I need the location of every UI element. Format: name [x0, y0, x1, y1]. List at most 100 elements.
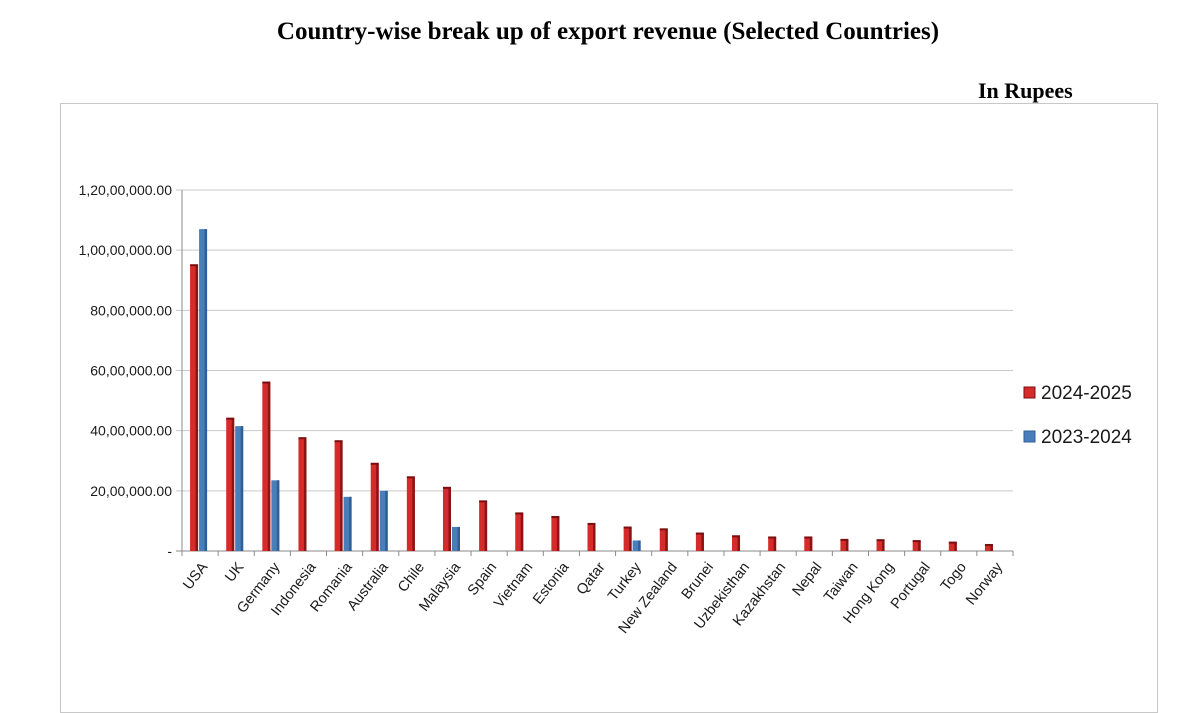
bar-body	[659, 529, 668, 551]
bar-body	[379, 490, 388, 551]
bar-shade	[231, 418, 235, 551]
bar-shade	[773, 537, 777, 551]
unit-note: In Rupees	[978, 78, 1073, 103]
bar-2024-2025	[623, 526, 632, 551]
bar-shade	[385, 490, 388, 551]
bar-body	[226, 418, 235, 551]
legend-label: 2023-2024	[1041, 427, 1132, 448]
bar-body	[984, 544, 993, 551]
bar-shade	[195, 265, 199, 551]
bar-shade	[990, 544, 993, 551]
bar-shade	[349, 496, 352, 551]
bar-shade	[809, 537, 813, 551]
bar-2024-2025	[948, 541, 957, 551]
bar-shade	[303, 438, 307, 551]
bar-cap	[695, 532, 704, 535]
y-axis-ticks: - 20,00,000.00 40,00,000.00 60,00,000.00 80,…	[79, 182, 173, 559]
bar-2024-2025	[876, 539, 885, 551]
bar-shade	[882, 540, 885, 551]
bar-cap	[948, 541, 957, 544]
bar-2024-2025	[768, 536, 777, 551]
bar-body	[442, 487, 451, 551]
bar-cap	[298, 437, 307, 440]
bar-cap	[623, 526, 632, 529]
bar-shade	[638, 540, 641, 551]
x-category-label: Spain	[465, 560, 500, 599]
bar-shade	[204, 229, 208, 551]
bar-body	[804, 537, 813, 551]
bar-cap	[190, 264, 199, 267]
bar-2023-2024	[451, 526, 460, 551]
x-category-label: Norway	[963, 559, 1006, 608]
bar-shade	[340, 441, 343, 551]
bar-shade	[593, 523, 596, 551]
bar-body	[732, 536, 741, 551]
bar-body	[768, 537, 777, 551]
bar-2023-2024	[199, 229, 208, 551]
bar-cap	[587, 522, 596, 525]
bar-2024-2025	[334, 440, 343, 551]
bar-2024-2025	[442, 486, 451, 551]
bar-2024-2025	[659, 528, 668, 551]
bar-shade	[412, 477, 415, 551]
bar-cap	[515, 512, 524, 515]
bar-cap	[406, 476, 415, 479]
y-tick-label: 1,00,00,000.00	[79, 242, 173, 258]
x-category-label: Vietnam	[491, 560, 536, 612]
bar-body	[334, 441, 343, 551]
bar-shade	[918, 541, 921, 551]
bar-cap	[768, 536, 777, 539]
legend-item: 2024-2025	[1023, 383, 1132, 404]
bar-cap	[840, 538, 849, 541]
bar-cap	[804, 536, 813, 539]
bar-body	[479, 501, 488, 551]
bar-shade	[267, 382, 271, 551]
bar-2024-2025	[912, 540, 921, 551]
bar-2024-2025	[840, 538, 849, 551]
bar-2024-2025	[551, 516, 560, 551]
bar-body	[451, 526, 460, 551]
bar-2024-2025	[370, 462, 379, 551]
bar-cap	[334, 440, 343, 443]
x-category-label: UK	[222, 559, 247, 585]
bar-cap	[732, 535, 741, 538]
bar-body	[235, 426, 244, 551]
bar-body	[632, 540, 641, 551]
bar-body	[912, 541, 921, 551]
bar-body	[551, 517, 560, 551]
bar-2023-2024	[632, 540, 641, 551]
bar-cap	[912, 540, 921, 543]
y-tick-label: -	[167, 543, 172, 559]
y-tick-label: 40,00,000.00	[90, 423, 172, 439]
bar-cap	[262, 381, 271, 384]
bar-2024-2025	[984, 543, 993, 551]
bar-2024-2025	[587, 522, 596, 551]
bar-body	[406, 477, 415, 551]
bar-body	[623, 527, 632, 551]
bar-2023-2024	[271, 480, 280, 551]
bar-2024-2025	[479, 500, 488, 551]
x-category-label: USA	[180, 559, 211, 593]
bar-body	[271, 480, 280, 551]
bar-shade	[276, 480, 280, 551]
bar-2024-2025	[262, 381, 271, 551]
bar-body	[298, 438, 307, 551]
bar-2024-2025	[515, 512, 524, 551]
bar-shade	[701, 533, 704, 551]
bar-cap	[551, 516, 560, 519]
bar-2023-2024	[379, 490, 388, 551]
bar-2024-2025	[804, 536, 813, 551]
legend-swatch	[1023, 430, 1036, 443]
bar-body	[876, 540, 885, 551]
bar-shade	[376, 463, 379, 551]
x-category-label: Qatar	[574, 559, 609, 598]
bar-body	[695, 533, 704, 551]
y-tick-label: 1,20,00,000.00	[79, 182, 173, 198]
y-tick-label: 60,00,000.00	[90, 363, 172, 379]
bar-shade	[240, 426, 244, 551]
bar-2024-2025	[190, 264, 199, 551]
y-tick-label: 20,00,000.00	[90, 483, 172, 499]
bar-2023-2024	[235, 426, 244, 551]
